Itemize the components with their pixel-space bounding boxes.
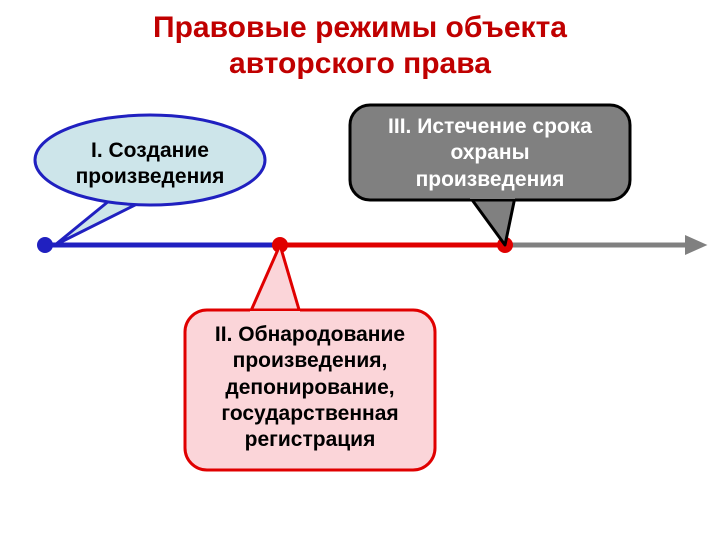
diagram-svg	[0, 0, 720, 540]
callout-1-label: I. Созданиепроизведения	[58, 138, 242, 191]
timeline-arrowhead	[685, 235, 707, 255]
callout-pointer	[250, 245, 300, 313]
timeline-dot	[37, 237, 53, 253]
callout-3-label: III. Истечение срокаохраныпроизведения	[360, 114, 620, 193]
callout-2-label: II. Обнародованиепроизведения,депонирова…	[193, 322, 427, 453]
timeline	[37, 235, 707, 255]
